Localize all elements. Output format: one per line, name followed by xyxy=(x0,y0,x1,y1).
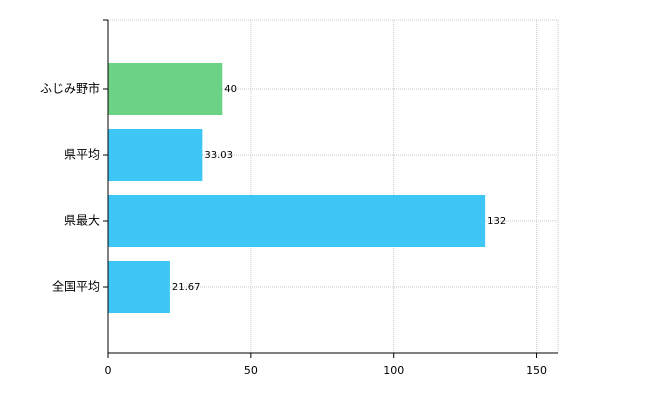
bar xyxy=(108,195,486,247)
y-tick-label: 県平均 xyxy=(64,148,100,162)
x-tick-label: 0 xyxy=(105,364,112,377)
x-tick-label: 50 xyxy=(244,364,258,377)
x-tick-label: 100 xyxy=(383,364,404,377)
y-tick-label: 県最大 xyxy=(64,214,100,228)
bar xyxy=(108,63,223,115)
data-label: 33.03 xyxy=(204,150,233,161)
y-tick-label: 全国平均 xyxy=(52,279,100,294)
x-tick-label: 150 xyxy=(526,364,547,377)
bar xyxy=(108,261,170,313)
bar xyxy=(108,129,203,181)
data-label: 40 xyxy=(224,84,237,95)
data-label: 21.67 xyxy=(172,282,201,293)
y-tick-label: ふじみ野市 xyxy=(40,81,100,96)
data-label: 132 xyxy=(487,216,506,227)
